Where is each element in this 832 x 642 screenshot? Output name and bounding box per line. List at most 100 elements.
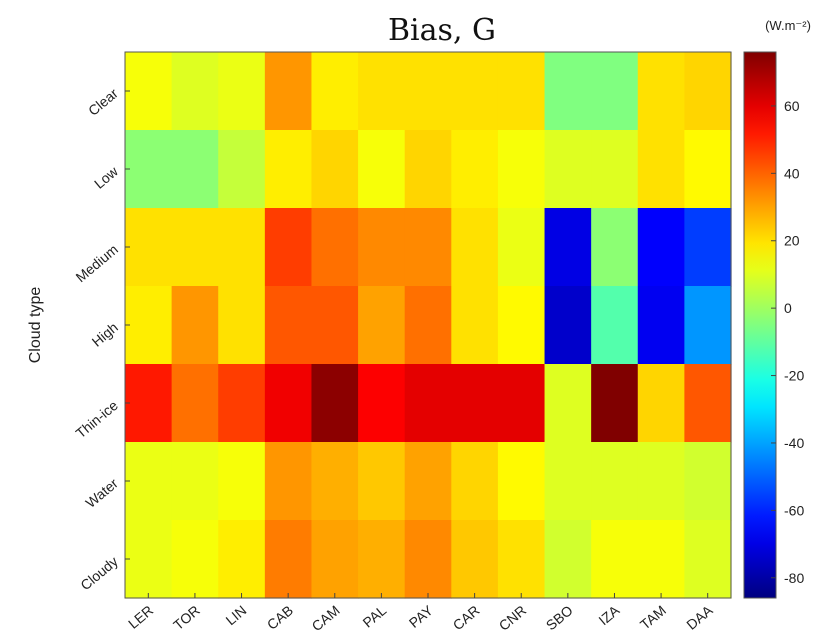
heatmap-cell [358, 442, 406, 521]
heatmap-cell [311, 442, 359, 521]
heatmap-cell [218, 130, 266, 209]
heatmap-cell [497, 520, 546, 599]
heatmap-cells [125, 52, 732, 599]
heatmap-cell [591, 52, 639, 131]
x-tick-label: LER [125, 602, 156, 632]
x-tick-label: CAM [309, 602, 343, 634]
heatmap-cell [125, 286, 173, 365]
y-tick-label: Medium [72, 241, 120, 285]
heatmap-cell [171, 52, 219, 131]
heatmap-cell [171, 442, 219, 521]
heatmap-cell [218, 520, 266, 599]
heatmap-cell [451, 130, 499, 209]
x-tick-label: PAL [360, 602, 390, 631]
heatmap-cell [358, 286, 406, 365]
heatmap-cell [358, 208, 406, 287]
x-tick-label: CAB [264, 602, 296, 633]
colorbar-ticks: 60 40 20 0 -20 -40 -60 -80 [771, 98, 804, 586]
heatmap-cell [637, 442, 685, 521]
heatmap-cell [311, 208, 359, 287]
heatmap-cell [497, 130, 546, 209]
heatmap-cell [404, 520, 452, 599]
colorbar-tick-label: 0 [784, 300, 792, 316]
heatmap-cell [264, 130, 313, 209]
colorbar-tick-label: 40 [784, 165, 800, 181]
heatmap-cell [404, 52, 452, 131]
heatmap-cell [125, 520, 173, 599]
heatmap-cell [311, 52, 359, 131]
heatmap-cell [311, 286, 359, 365]
heatmap-cell [311, 520, 359, 599]
x-tick-label: CNR [496, 602, 530, 634]
heatmap-cell [544, 442, 592, 521]
heatmap-cell [497, 208, 546, 287]
colorbar-tick-label: 20 [784, 233, 800, 249]
heatmap-cell [637, 208, 685, 287]
x-tick-label: SBO [543, 602, 576, 633]
colorbar [743, 51, 777, 599]
heatmap-cell [451, 442, 499, 521]
heatmap-cell [684, 52, 732, 131]
heatmap-cell [544, 130, 592, 209]
heatmap-cell [404, 130, 452, 209]
heatmap-cell [358, 130, 406, 209]
x-tick-label: LIN [222, 602, 249, 628]
heatmap-cell [171, 130, 219, 209]
heatmap-cell [637, 52, 685, 131]
heatmap-cell [218, 208, 266, 287]
heatmap-cell [544, 520, 592, 599]
heatmap-cell [218, 442, 266, 521]
heatmap-cell [591, 208, 639, 287]
heatmap-cell [264, 208, 313, 287]
heatmap-cell [125, 208, 173, 287]
heatmap-cell [497, 442, 546, 521]
y-tick-label: Cloudy [77, 553, 121, 593]
heatmap-cell [591, 520, 639, 599]
heatmap-cell [684, 520, 732, 599]
colorbar-tick-label: -40 [784, 435, 804, 451]
x-tick-label: CAR [450, 602, 483, 633]
heatmap-cell [171, 286, 219, 365]
colorbar-unit: (W.m⁻²) [765, 18, 811, 33]
heatmap-cell [497, 52, 546, 131]
heatmap-cell [218, 286, 266, 365]
x-tick-labels: LER TOR LIN CAB CAM PAL PAY CAR CNR SBO IZA TAM DAA [125, 593, 716, 634]
heatmap-cell [358, 52, 406, 131]
heatmap-cell [637, 286, 685, 365]
heatmap-cell [264, 520, 313, 599]
heatmap-cell [218, 52, 266, 131]
heatmap-cell [125, 442, 173, 521]
heatmap-cell [171, 520, 219, 599]
heatmap-cell [637, 364, 685, 443]
heatmap-cell [591, 442, 639, 521]
heatmap-cell [451, 364, 499, 443]
heatmap-cell [404, 364, 452, 443]
heatmap-cell [218, 364, 266, 443]
heatmap-cell [544, 208, 592, 287]
heatmap-cell [125, 364, 173, 443]
colorbar-tick-label: -80 [784, 570, 804, 586]
heatmap-cell [404, 442, 452, 521]
heatmap-cell [591, 364, 639, 443]
heatmap-cell [358, 364, 406, 443]
heatmap-cell [264, 286, 313, 365]
heatmap-cell [497, 286, 546, 365]
x-tick-label: DAA [683, 602, 716, 633]
heatmap-cell [684, 130, 732, 209]
heatmap-cell [404, 208, 452, 287]
heatmap-cell [591, 286, 639, 365]
colorbar-tick-label: -20 [784, 368, 804, 384]
y-tick-label: Water [82, 475, 121, 511]
heatmap-cell [497, 364, 546, 443]
y-tick-label: Low [91, 162, 122, 191]
heatmap-cell [358, 520, 406, 599]
x-tick-label: IZA [595, 602, 622, 629]
chart-title: Bias, G [388, 13, 496, 48]
heatmap-cell [637, 520, 685, 599]
x-tick-label: PAY [406, 602, 437, 631]
heatmap-cell [684, 364, 732, 443]
y-tick-label: Thin-ice [72, 397, 121, 441]
heatmap-cell [544, 364, 592, 443]
heatmap-cell [125, 52, 173, 131]
heatmap-cell [311, 364, 359, 443]
